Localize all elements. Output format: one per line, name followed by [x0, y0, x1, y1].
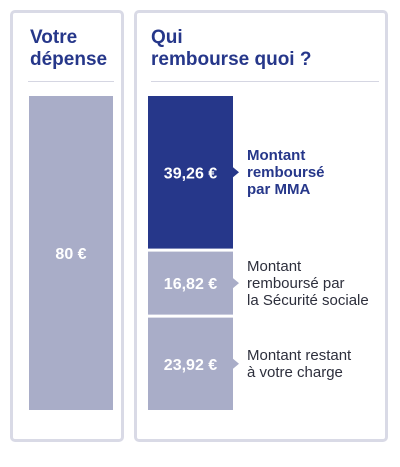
who-reimburses-title-line-2: rembourse quoi ?	[151, 49, 312, 70]
your-expense-title-line-1: Votre	[30, 27, 78, 48]
total-expense-bar	[29, 96, 113, 410]
total-expense-label: 80 €	[55, 246, 86, 263]
segment-value-label-1: 16,82 €	[164, 276, 217, 293]
who-reimburses-title-line-1: Qui	[151, 27, 183, 48]
who-reimburses-title: Qui rembourse quoi ?	[151, 27, 311, 71]
who-reimburses-divider	[151, 81, 379, 82]
segment-annotation-1: Montant remboursé par la Sécurité sociale	[247, 258, 369, 309]
segment-annotation-1-line-0: Montant	[247, 257, 302, 275]
segment-annotation-0: Montant remboursé par MMA	[247, 147, 325, 198]
segment-annotation-0-line-1: remboursé	[247, 163, 325, 181]
segment-annotation-2-line-1: à votre charge	[247, 363, 343, 381]
segment-annotation-2: Montant restant à votre charge	[247, 347, 351, 381]
segment-pointer-2	[233, 358, 239, 369]
segment-annotation-1-line-1: remboursé par	[247, 274, 345, 292]
your-expense-title: Votre dépense	[30, 27, 107, 71]
segment-pointer-0	[233, 167, 239, 178]
segment-pointer-1	[233, 278, 239, 289]
segment-annotation-2-line-0: Montant restant	[247, 346, 352, 364]
segment-value-label-0: 39,26 €	[164, 165, 217, 182]
reimbursement-segment-2	[148, 317, 233, 410]
segment-annotation-0-line-0: Montant	[247, 146, 306, 164]
segment-value-label-2: 23,92 €	[164, 357, 217, 374]
segment-annotation-0-line-2: par MMA	[247, 180, 311, 198]
reimbursement-segment-0	[148, 96, 233, 249]
segment-annotation-1-line-2: la Sécurité sociale	[247, 291, 369, 309]
your-expense-divider	[28, 81, 114, 82]
your-expense-title-line-2: dépense	[30, 49, 108, 70]
reimbursement-segment-1	[148, 251, 233, 315]
